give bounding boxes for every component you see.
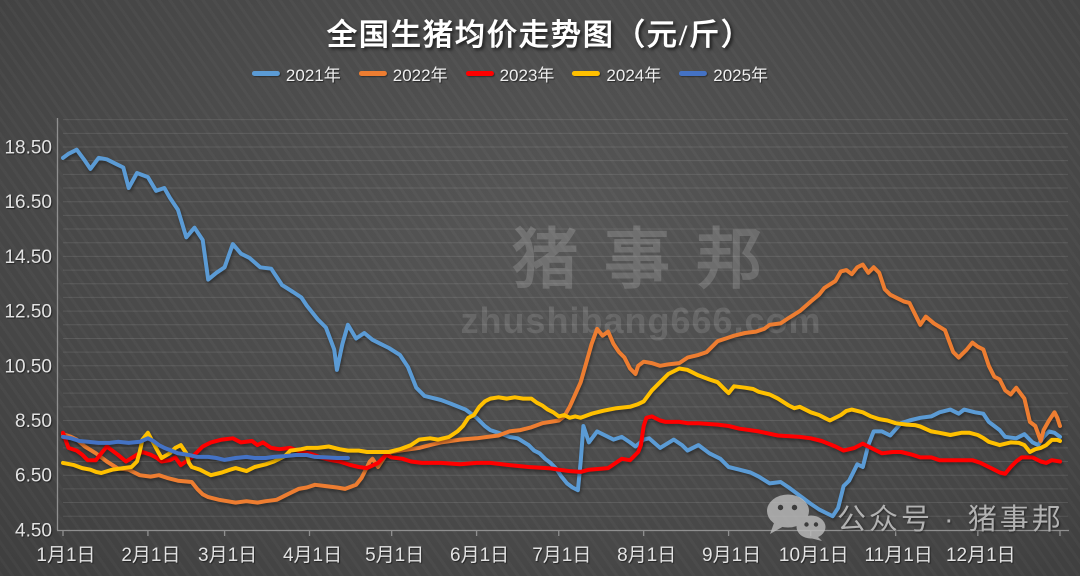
legend-label: 2022年	[392, 66, 448, 85]
legend-item-2024年: 2024年	[572, 61, 661, 86]
series-line-2023年	[61, 414, 1062, 476]
x-tick-label: 5月1日	[365, 545, 424, 566]
x-tick-label: 1月1日	[36, 545, 95, 566]
wechat-badge-label: 公众号 · 猪事邦	[837, 503, 1064, 536]
legend-swatch	[572, 71, 601, 76]
series-line-2022年	[61, 262, 1062, 505]
legend-item-2025年: 2025年	[679, 61, 768, 86]
page-title: 全国生猪均价走势图（元/斤）	[326, 19, 754, 52]
legend-swatch	[679, 71, 708, 76]
y-tick-label: 12.50	[4, 302, 52, 323]
watermark-text: 猪事邦	[512, 222, 788, 296]
axes	[56, 118, 1069, 536]
y-tick-label: 14.50	[4, 247, 52, 268]
y-tick-label: 4.50	[15, 520, 52, 541]
legend-swatch	[251, 71, 280, 76]
axis-labels: 18.50 16.50 14.50 12.50 10.50 8.50 6.50 4.50 1月1…	[4, 138, 1015, 567]
legend-swatch	[465, 71, 494, 76]
x-tick-label: 8月1日	[617, 545, 676, 566]
x-tick-label: 7月1日	[532, 545, 591, 566]
wechat-badge: 公众号 · 猪事邦	[764, 492, 1064, 541]
y-tick-label: 10.50	[4, 356, 52, 377]
series-line-2024年	[61, 366, 1062, 478]
watermark-url: zhushibang666.com	[460, 300, 821, 341]
legend-label: 2024年	[606, 66, 662, 85]
gridlines	[63, 119, 1068, 517]
chart-legend: 2021年 2022年 2023年 2024年 2025年	[251, 61, 768, 86]
y-tick-label: 16.50	[4, 192, 52, 213]
watermark: 猪事邦 zhushibang666.com	[460, 222, 821, 341]
series-lines	[61, 147, 1062, 519]
x-tick-label: 2月1日	[121, 545, 180, 566]
x-tick-label: 10月1日	[779, 545, 849, 566]
y-tick-label: 18.50	[4, 138, 52, 159]
legend-item-2022年: 2022年	[358, 61, 448, 86]
series-line-2025年	[61, 434, 350, 462]
legend-label: 2021年	[285, 66, 341, 85]
wechat-icon	[767, 494, 826, 541]
y-tick-label: 6.50	[15, 466, 52, 487]
legend-item-2023年: 2023年	[465, 61, 555, 86]
y-tick-label: 8.50	[15, 411, 52, 432]
legend-label: 2023年	[499, 66, 555, 85]
series-line-2021年	[61, 147, 1062, 519]
x-tick-label: 11月1日	[865, 545, 933, 566]
x-tick-label: 9月1日	[702, 545, 761, 566]
legend-swatch	[358, 71, 387, 76]
x-tick-label: 4月1日	[283, 545, 342, 566]
x-tick-label: 3月1日	[198, 545, 257, 566]
x-tick-label: 12月1日	[946, 545, 1016, 566]
legend-label: 2025年	[713, 66, 769, 85]
x-tick-label: 6月1日	[450, 545, 509, 566]
legend-item-2021年: 2021年	[251, 61, 341, 86]
